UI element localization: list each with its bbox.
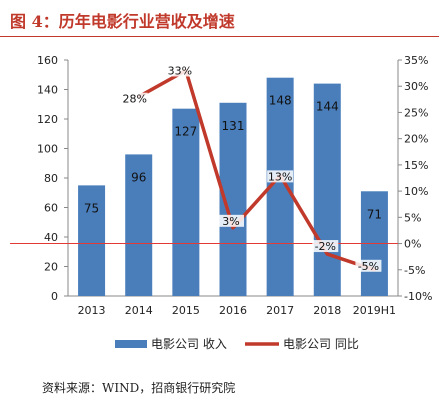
y-right-tick-label: 25%	[404, 106, 428, 119]
x-category-label: 2015	[172, 304, 200, 317]
y-right-tick-label: -5%	[404, 264, 425, 277]
growth-point	[325, 252, 329, 256]
growth-label: 33%	[168, 64, 192, 77]
growth-label: 13%	[268, 170, 292, 183]
revenue-growth-chart: 0 20 40 60 80 100 120 140 160 -10% -5% 0% 5% 10% 15% 20…	[10, 54, 432, 351]
legend-label-revenue: 电影公司 收入	[151, 337, 227, 351]
revenue-bar-label: 75	[84, 201, 99, 215]
y-right-tick-label: 15%	[404, 159, 428, 172]
y-left-tick-label: 40	[44, 231, 58, 244]
revenue-bar	[313, 83, 341, 296]
x-category-label: 2013	[78, 304, 106, 317]
y-right-tick-label: 5%	[404, 211, 421, 224]
growth-label: 28%	[122, 93, 146, 106]
revenue-bar-label: 96	[131, 170, 146, 184]
title-divider	[0, 36, 439, 37]
legend-swatch-revenue	[115, 340, 147, 348]
x-category-label: 2018	[313, 304, 341, 317]
revenue-bar	[172, 108, 200, 296]
y-right-tick-label: 20%	[404, 133, 428, 146]
revenue-bar-label: 131	[222, 119, 245, 133]
growth-label: -2%	[315, 240, 336, 253]
x-category-label: 2014	[125, 304, 153, 317]
y-left-tick-label: 120	[37, 113, 58, 126]
growth-label-bg	[121, 92, 148, 105]
growth-point	[231, 226, 235, 230]
source-note: 资料来源：WIND，招商银行研究院	[42, 381, 236, 395]
y-left-tick-label: 60	[44, 202, 58, 215]
x-category-label: 2016	[219, 304, 247, 317]
revenue-bar-label: 144	[316, 100, 339, 114]
legend-label-growth: 电影公司 同比	[283, 337, 359, 351]
x-category-label: 2019H1	[353, 304, 396, 317]
revenue-bar-label: 127	[174, 125, 197, 139]
y-right-tick-label: 10%	[404, 185, 428, 198]
growth-label-bg	[312, 240, 339, 253]
revenue-bar	[78, 185, 106, 296]
y-left-tick-label: 160	[37, 54, 58, 67]
y-left-tick-label: 0	[51, 290, 58, 303]
growth-label: -5%	[358, 260, 379, 273]
growth-label-bg	[166, 64, 193, 77]
y-left-tick-label: 100	[37, 143, 58, 156]
y-left-tick-label: 20	[44, 261, 58, 274]
y-right-tick-label: 35%	[404, 54, 428, 67]
y-left-tick-label: 140	[37, 84, 58, 97]
growth-label: 3%	[222, 215, 239, 228]
revenue-bar-label: 71	[367, 207, 382, 221]
y-right-tick-label: -10%	[404, 290, 432, 303]
growth-label-bg	[218, 214, 244, 227]
growth-label-bg	[355, 259, 382, 272]
y-right-tick-label: 0%	[404, 238, 421, 251]
y-right-tick-label: 30%	[404, 80, 428, 93]
revenue-bar	[125, 154, 153, 296]
chart-title: 图 4：历年电影行业营收及增速	[10, 12, 235, 31]
growth-label-bg	[267, 170, 294, 183]
y-left-tick-label: 80	[44, 172, 58, 185]
x-category-label: 2017	[266, 304, 294, 317]
revenue-bar-label: 148	[269, 94, 292, 108]
